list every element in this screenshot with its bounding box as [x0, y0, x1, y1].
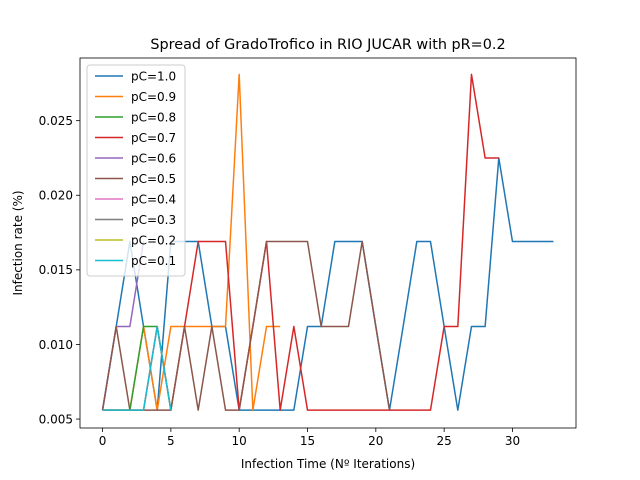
x-tick-label: 20 — [368, 434, 383, 448]
legend-label: pC=0.3 — [131, 213, 176, 227]
y-tick-label: 0.015 — [39, 263, 73, 277]
legend-label: pC=0.4 — [131, 192, 176, 206]
x-tick-label: 0 — [99, 434, 107, 448]
chart-title: Spread of GradoTrofico in RIO JUCAR with… — [150, 37, 505, 53]
legend-label: pC=0.5 — [131, 172, 176, 186]
x-tick-label: 5 — [167, 434, 175, 448]
x-tick-label: 25 — [437, 434, 452, 448]
y-axis-ticks: 0.005 0.010 0.015 0.020 0.025 — [39, 114, 80, 426]
legend: pC=1.0 pC=0.9 pC=0.8 pC=0.7 pC=0.6 pC=0.5 pC=0… — [86, 64, 186, 277]
legend-label: pC=0.2 — [131, 233, 176, 247]
y-tick-label: 0.005 — [39, 412, 73, 426]
x-tick-label: 15 — [300, 434, 315, 448]
legend-label: pC=0.7 — [131, 131, 176, 145]
legend-label: pC=0.1 — [131, 254, 176, 268]
x-axis-label: Infection Time (Nº Iterations) — [241, 457, 415, 471]
legend-label: pC=0.6 — [131, 151, 176, 165]
series-line-pC=0.1 — [102, 325, 172, 411]
y-axis-label: Infection rate (%) — [11, 190, 25, 295]
legend-label: pC=1.0 — [131, 69, 176, 83]
legend-label: pC=0.8 — [131, 110, 176, 124]
y-tick-label: 0.010 — [39, 338, 73, 352]
x-axis-ticks: 0 5 10 15 20 25 30 — [99, 428, 520, 448]
legend-label: pC=0.9 — [131, 90, 176, 104]
x-tick-label: 10 — [232, 434, 247, 448]
series-line-pC=0.5 — [101, 240, 391, 411]
x-tick-label: 30 — [505, 434, 520, 448]
y-tick-label: 0.025 — [39, 114, 73, 128]
plot-frame — [79, 57, 577, 429]
y-tick-label: 0.020 — [39, 189, 73, 203]
